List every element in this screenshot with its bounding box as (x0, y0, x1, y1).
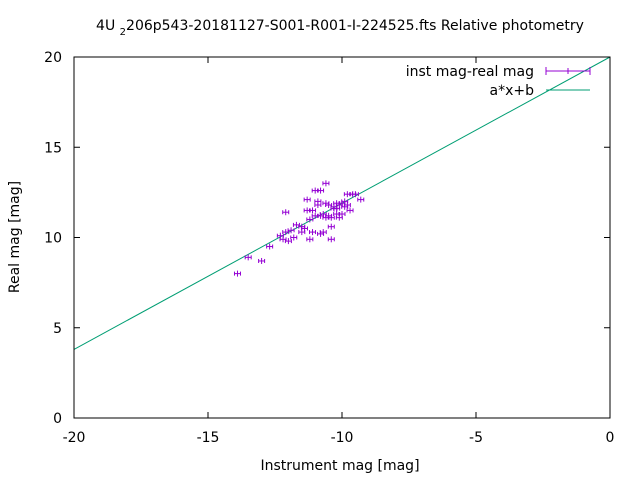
data-point (338, 211, 346, 218)
data-point (309, 229, 317, 236)
data-point (233, 270, 241, 277)
x-tick-label: -15 (197, 430, 220, 446)
data-point (244, 254, 252, 261)
data-point (343, 202, 351, 209)
data-point (309, 207, 317, 214)
chart-title-part-2: 206p543-20181127-S001-R001-I-224525.fts … (126, 18, 584, 34)
data-point (303, 196, 311, 203)
data-point (258, 257, 266, 264)
legend-label-fit: a*x+b (490, 83, 535, 99)
data-point (346, 207, 354, 214)
y-axis-ticks: 0 5 10 15 20 (44, 50, 610, 427)
data-point (322, 180, 330, 187)
chart-title: 4U 2206p543-20181127-S001-R001-I-224525.… (96, 18, 584, 38)
y-tick-label: 10 (44, 231, 62, 247)
y-axis-title: Real mag [mag] (7, 181, 23, 293)
data-point (327, 236, 335, 243)
data-point (284, 238, 292, 245)
y-tick-label: 15 (44, 140, 62, 156)
legend-label-points: inst mag-real mag (406, 64, 534, 80)
data-point (300, 225, 308, 232)
data-point (306, 236, 314, 243)
data-point (351, 191, 359, 198)
data-point (327, 214, 335, 221)
data-point (290, 234, 298, 241)
data-point (306, 216, 314, 223)
y-tick-label: 5 (53, 321, 62, 337)
data-point (314, 202, 322, 209)
data-point (357, 196, 365, 203)
chart-title-subscript: 2 (120, 27, 126, 38)
y-tick-label: 20 (44, 50, 62, 66)
y-tick-label: 0 (53, 411, 62, 427)
x-tick-label: -20 (63, 430, 86, 446)
x-axis-title: Instrument mag [mag] (260, 458, 419, 474)
plot-frame (73, 56, 611, 419)
data-point (287, 227, 295, 234)
x-tick-label: -10 (331, 430, 354, 446)
data-point (317, 187, 325, 194)
x-axis-ticks: -20 -15 -10 -5 0 (63, 57, 615, 446)
data-point (282, 209, 290, 216)
legend: inst mag-real mag a*x+b (406, 64, 591, 99)
x-tick-label: 0 (606, 430, 615, 446)
legend-sample-points (545, 67, 591, 75)
data-points-layer (233, 180, 365, 277)
data-point (327, 223, 335, 230)
data-point (266, 243, 274, 250)
x-tick-label: -5 (469, 430, 483, 446)
chart-title-part-1: 4U (96, 18, 120, 34)
data-point (319, 229, 327, 236)
